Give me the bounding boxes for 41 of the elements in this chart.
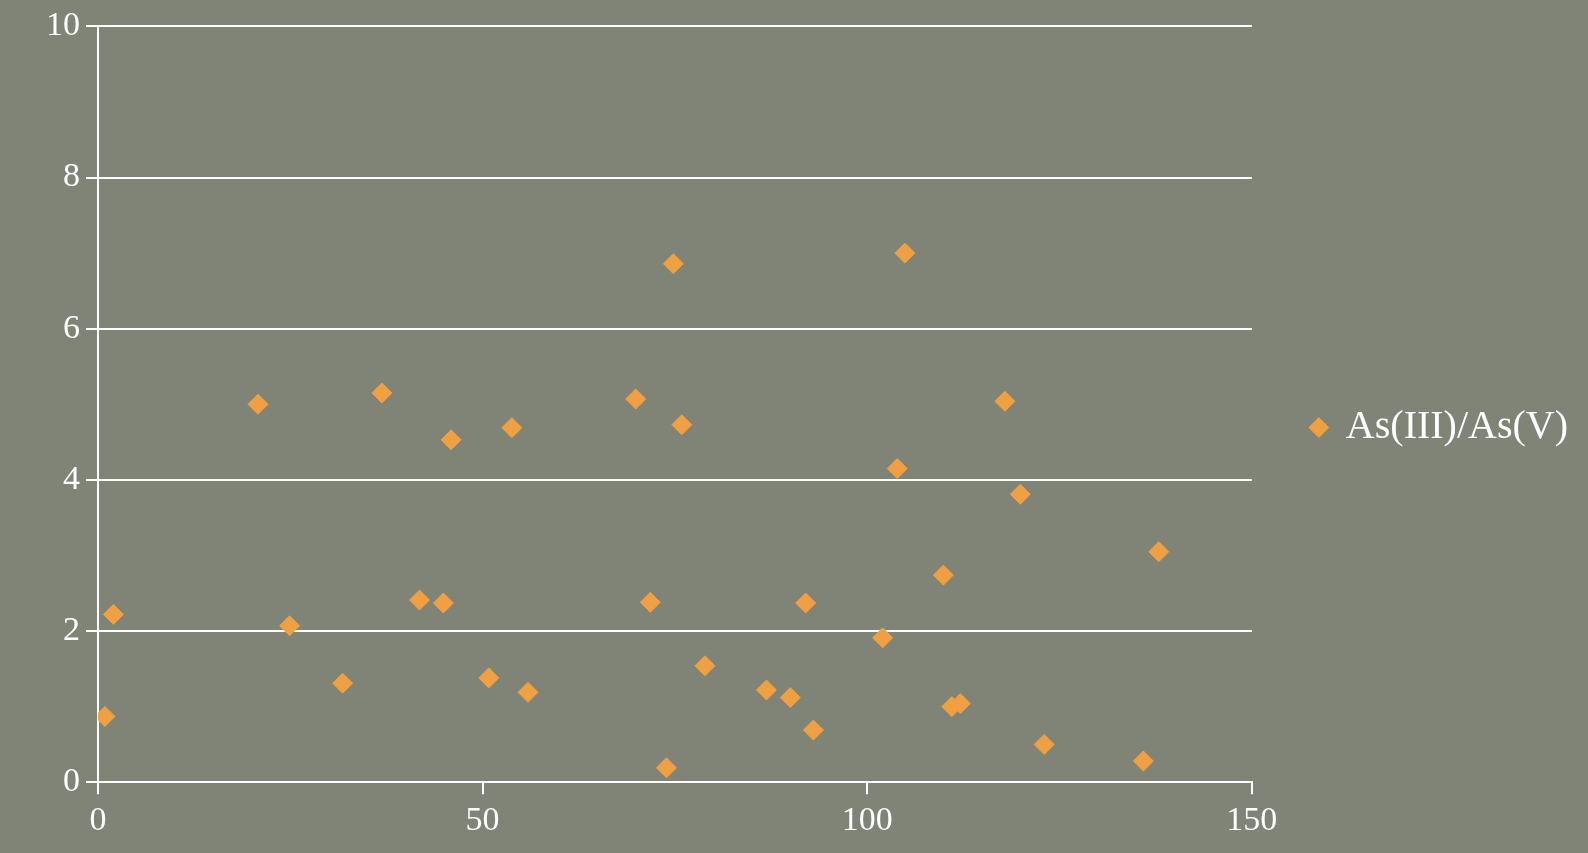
y-tick-label: 10 xyxy=(46,5,80,43)
point xyxy=(655,757,677,779)
y-tick-label: 4 xyxy=(63,458,80,496)
point xyxy=(755,679,777,701)
point xyxy=(432,592,454,614)
point xyxy=(872,627,894,649)
y-tick-label: 2 xyxy=(63,609,80,647)
y-tick-label: 6 xyxy=(63,307,80,345)
point xyxy=(994,390,1016,412)
point xyxy=(247,393,269,415)
point xyxy=(694,655,716,677)
x-tick-label: 50 xyxy=(465,799,500,837)
point xyxy=(795,592,817,614)
point xyxy=(639,591,661,613)
point xyxy=(894,242,916,264)
point xyxy=(409,589,431,611)
point xyxy=(1033,733,1055,755)
point xyxy=(662,253,684,275)
point xyxy=(332,672,354,694)
y-tick-label: 8 xyxy=(63,156,80,194)
point xyxy=(779,687,801,709)
y-tick-label: 0 xyxy=(63,761,80,799)
point xyxy=(1148,541,1170,563)
point xyxy=(932,564,954,586)
point xyxy=(517,681,539,703)
legend-label: As(III)/As(V) xyxy=(1345,402,1569,447)
point xyxy=(102,603,124,625)
point xyxy=(1009,483,1031,505)
point xyxy=(802,719,824,741)
point xyxy=(371,382,393,404)
point xyxy=(279,615,301,637)
x-tick-label: 0 xyxy=(89,799,107,837)
point xyxy=(440,429,462,451)
point xyxy=(671,414,693,436)
point xyxy=(625,388,647,410)
point xyxy=(1132,750,1154,772)
point xyxy=(886,458,908,480)
x-tick-label: 100 xyxy=(841,799,893,837)
point xyxy=(478,667,500,689)
point xyxy=(501,417,523,439)
x-tick-label: 150 xyxy=(1226,799,1278,837)
